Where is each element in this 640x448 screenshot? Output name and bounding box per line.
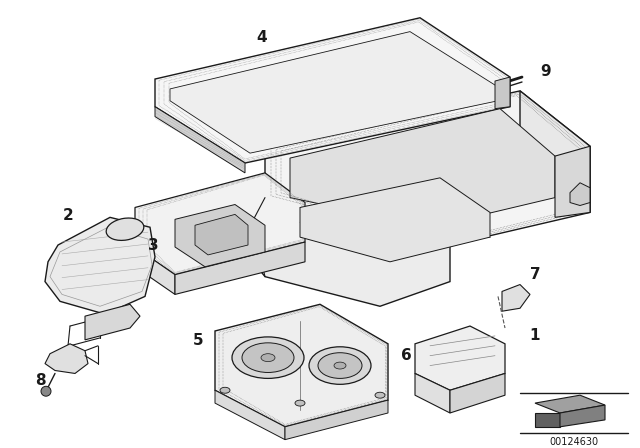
- Polygon shape: [415, 374, 450, 413]
- Text: 5: 5: [193, 333, 204, 349]
- Ellipse shape: [261, 354, 275, 362]
- Text: 00124630: 00124630: [549, 437, 598, 447]
- Polygon shape: [415, 326, 505, 390]
- Polygon shape: [135, 173, 305, 275]
- Polygon shape: [520, 91, 590, 212]
- Text: 2: 2: [63, 208, 74, 223]
- Ellipse shape: [334, 362, 346, 369]
- Polygon shape: [265, 91, 590, 245]
- Polygon shape: [85, 304, 140, 340]
- Polygon shape: [155, 107, 245, 173]
- Ellipse shape: [106, 218, 144, 241]
- Ellipse shape: [242, 343, 294, 372]
- Polygon shape: [45, 344, 88, 374]
- Polygon shape: [495, 77, 510, 109]
- Text: 8: 8: [35, 373, 45, 388]
- Ellipse shape: [295, 400, 305, 406]
- Ellipse shape: [375, 392, 385, 398]
- Polygon shape: [215, 304, 388, 427]
- Text: 3: 3: [148, 237, 158, 253]
- Text: 1: 1: [530, 328, 540, 344]
- Polygon shape: [285, 400, 388, 439]
- Polygon shape: [535, 413, 560, 427]
- Polygon shape: [215, 390, 285, 439]
- Text: 9: 9: [541, 64, 551, 79]
- Polygon shape: [135, 247, 175, 294]
- Polygon shape: [175, 242, 305, 294]
- Circle shape: [41, 386, 51, 396]
- Text: 7: 7: [530, 267, 540, 282]
- Polygon shape: [195, 215, 248, 255]
- Polygon shape: [570, 183, 590, 206]
- Ellipse shape: [220, 387, 230, 393]
- Ellipse shape: [318, 353, 362, 379]
- Polygon shape: [300, 178, 490, 262]
- Polygon shape: [45, 217, 155, 314]
- Polygon shape: [155, 18, 510, 163]
- Polygon shape: [535, 395, 605, 413]
- Polygon shape: [170, 32, 498, 153]
- Polygon shape: [175, 205, 265, 267]
- Polygon shape: [290, 109, 555, 227]
- Polygon shape: [245, 198, 450, 306]
- Polygon shape: [450, 374, 505, 413]
- Text: 4: 4: [257, 30, 268, 45]
- Polygon shape: [555, 146, 590, 217]
- Polygon shape: [502, 284, 530, 311]
- Text: 6: 6: [401, 348, 412, 363]
- Ellipse shape: [232, 337, 304, 379]
- Ellipse shape: [309, 347, 371, 384]
- Polygon shape: [560, 405, 605, 427]
